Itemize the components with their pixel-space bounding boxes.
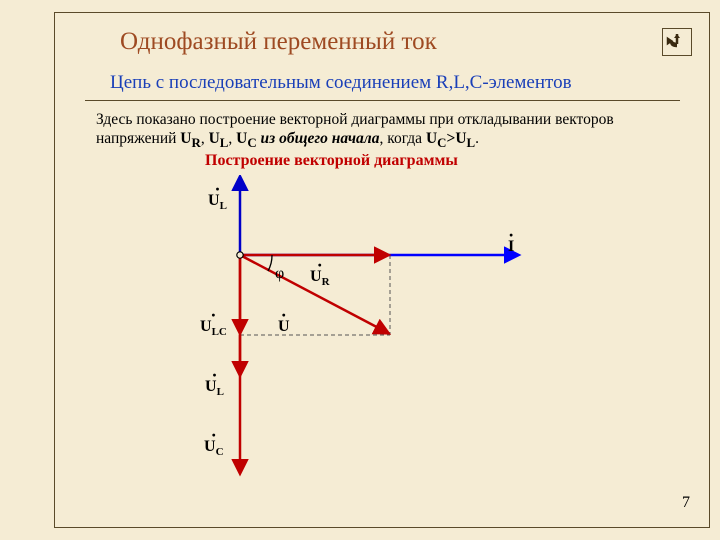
label-UR: ·UR xyxy=(310,263,330,288)
label-ULC: ·ULC xyxy=(200,313,227,338)
divider xyxy=(85,100,680,101)
page-subtitle: Цепь с последовательным соединением R,L,… xyxy=(110,72,572,94)
description-text: Здесь показано построение векторной диаг… xyxy=(96,110,656,152)
page-title: Однофазный переменный ток xyxy=(120,28,437,56)
vector-diagram: ·UL ·I φ ·UR ·ULC ·U ·UL ·UC xyxy=(100,175,560,495)
label-UL-top: ·UL xyxy=(208,187,227,212)
page-number: 7 xyxy=(682,494,690,512)
label-UL-bot: ·UL xyxy=(205,373,224,398)
build-title: Построение векторной диаграммы xyxy=(205,152,458,170)
back-button[interactable] xyxy=(662,28,692,56)
label-phi: φ xyxy=(275,265,284,283)
label-UC: ·UC xyxy=(204,433,224,458)
label-U: ·U xyxy=(278,313,290,336)
label-I: ·I xyxy=(508,233,514,256)
